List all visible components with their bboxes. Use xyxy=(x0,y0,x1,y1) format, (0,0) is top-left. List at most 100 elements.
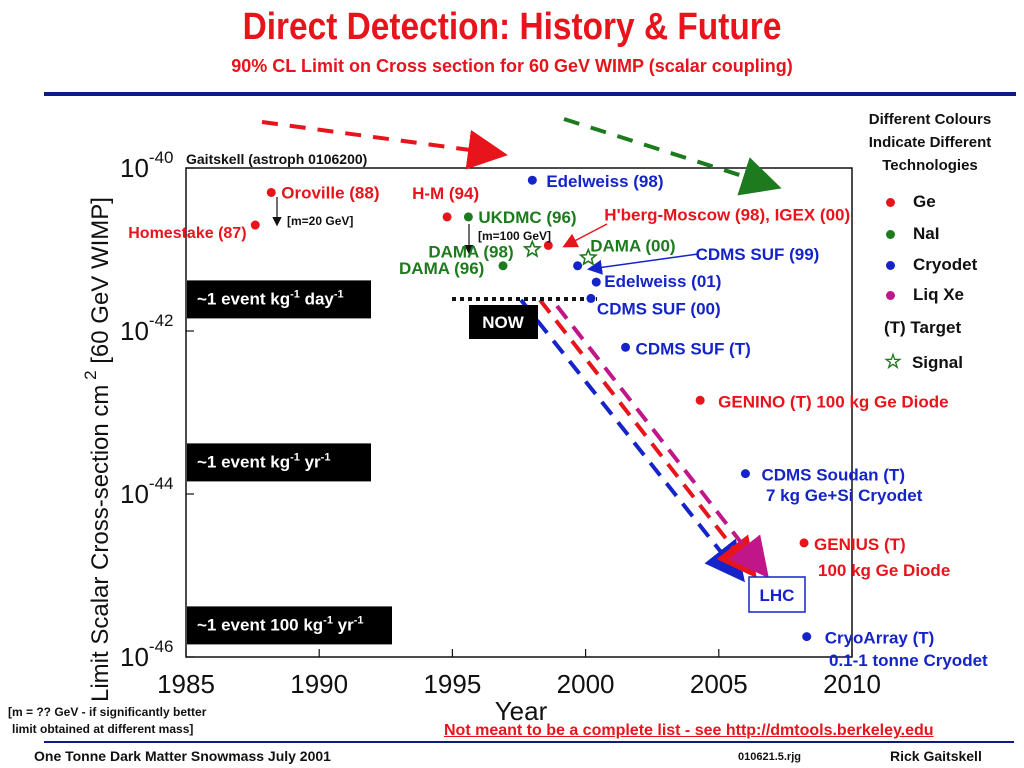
event-rate-label: ~1 event 100 kg-1 yr-1 xyxy=(197,614,364,634)
legend-heading-line: Technologies xyxy=(882,157,978,174)
data-point xyxy=(695,395,705,405)
star-icon: ☆ xyxy=(884,351,902,373)
point-label: Edelweiss (01) xyxy=(604,272,721,291)
point-label: Oroville (88) xyxy=(281,183,379,202)
legend-heading: Different Colours Indicate Different Tec… xyxy=(845,108,1015,177)
y-tick-label: 10-40 xyxy=(120,148,174,183)
y-axis-label: Limit Scalar Cross-section cm 2 [60 GeV … xyxy=(81,197,114,702)
footer-right: Rick Gaitskell xyxy=(890,748,982,764)
event-rate-box xyxy=(187,606,392,645)
point-label: CDMS Soudan (T) xyxy=(761,466,905,485)
point-label: DAMA (00) xyxy=(590,237,675,256)
legend-label: Liq Xe xyxy=(913,285,965,304)
data-point xyxy=(463,212,473,222)
legend-item-cryodet: Cryodet xyxy=(886,255,977,275)
projection-arrow-red xyxy=(538,298,757,579)
x-tick-label: 1995 xyxy=(423,669,481,699)
footer-code: 010621.5.rjg xyxy=(738,751,801,763)
legend-target: (T) Target xyxy=(884,318,962,337)
event-rate-label: ~1 event kg-1 day-1 xyxy=(197,288,344,308)
liqxe-dot xyxy=(886,291,895,301)
point-label: CryoArray (T) xyxy=(825,629,935,648)
mass-note: [m=100 GeV] xyxy=(478,229,551,243)
point-label: GENINO (T) 100 kg Ge Diode xyxy=(718,392,949,411)
footnote-line: limit obtained at different mass] xyxy=(12,722,194,736)
point-label: DAMA (98) xyxy=(428,243,513,262)
trend-arrow-red xyxy=(261,120,508,170)
legend-label: Signal xyxy=(911,353,963,372)
point-label: DAMA (96) xyxy=(399,259,484,278)
y-tick-label: 10-44 xyxy=(120,474,174,509)
x-tick-label: 2000 xyxy=(557,669,615,699)
point-label: CDMS SUF (00) xyxy=(597,299,721,318)
data-point xyxy=(498,261,508,271)
x-tick-label: 2005 xyxy=(690,669,748,699)
point-label: H'berg-Moscow (98), IGEX (00) xyxy=(604,205,850,224)
data-point xyxy=(802,632,812,642)
legend-heading-line: Different Colours xyxy=(868,111,992,128)
point-label: UKDMC (96) xyxy=(478,208,576,227)
plot-frame xyxy=(185,167,853,658)
page-title: Direct Detection: History & Future xyxy=(242,6,782,48)
x-tick-label: 1985 xyxy=(157,669,215,699)
point-label: Homestake (87) xyxy=(128,225,246,242)
data-point xyxy=(740,469,750,479)
legend-label: Cryodet xyxy=(913,255,978,274)
cryodet-dot xyxy=(886,261,895,271)
data-point xyxy=(621,342,631,352)
now-label: NOW xyxy=(482,313,525,332)
data-point xyxy=(799,538,809,548)
event-rate-box xyxy=(187,443,371,482)
ge-dot xyxy=(886,198,895,208)
data-point xyxy=(442,212,452,222)
source-note: Gaitskell (astroph 0106200) xyxy=(186,151,367,167)
point-label: GENIUS (T) xyxy=(814,535,906,554)
footnote-line: [m = ?? GeV - if significantly better xyxy=(8,705,207,719)
title-divider xyxy=(44,92,1016,96)
y-tick-label: 10-42 xyxy=(120,311,174,346)
mass-note: [m=20 GeV] xyxy=(287,214,353,228)
point-label: CDMS SUF (99) xyxy=(696,245,820,264)
x-axis-label: Year xyxy=(495,696,548,726)
cdms-pointer xyxy=(587,253,699,275)
footer-divider xyxy=(44,741,1014,743)
lhc-box xyxy=(748,576,806,613)
legend-label: Ge xyxy=(913,192,936,211)
projection-arrow-blue xyxy=(519,298,745,583)
projection-arrow-magenta xyxy=(555,304,769,579)
point-sublabel: 100 kg Ge Diode xyxy=(818,561,950,580)
legend-signal: ☆ Signal xyxy=(884,349,963,374)
signal-star-marker xyxy=(578,247,598,266)
nai-dot xyxy=(886,230,895,240)
data-point xyxy=(573,261,583,271)
legend-label: NaI xyxy=(913,224,940,243)
point-sublabel: 0.1-1 tonne Cryodet xyxy=(829,651,988,670)
signal-star-marker xyxy=(522,239,542,258)
legend-item-nai: NaI xyxy=(886,224,939,244)
hberg-pointer xyxy=(562,223,608,248)
data-point xyxy=(591,277,601,287)
lhc-label: LHC xyxy=(760,586,795,605)
x-tick-label: 1990 xyxy=(290,669,348,699)
footer-left: One Tonne Dark Matter Snowmass July 2001 xyxy=(34,748,331,764)
data-point xyxy=(586,293,596,303)
data-point xyxy=(266,187,276,197)
y-tick-label: 10-46 xyxy=(120,637,174,672)
legend-heading-line: Indicate Different xyxy=(868,134,992,151)
legend-item-liqxe: Liq Xe xyxy=(886,285,964,305)
page-subtitle: 90% CL Limit on Cross section for 60 GeV… xyxy=(231,56,793,76)
trend-arrow-green xyxy=(563,117,782,196)
legend-item-ge: Ge xyxy=(886,192,936,212)
data-point xyxy=(527,175,537,185)
disclaimer-link[interactable]: Not meant to be a complete list - see ht… xyxy=(444,722,934,739)
mass-footnote: [m = ?? GeV - if significantly better li… xyxy=(8,704,206,738)
now-box xyxy=(469,305,538,339)
x-tick-label: 2010 xyxy=(823,669,881,699)
data-point xyxy=(543,240,553,250)
point-label: Edelweiss (98) xyxy=(546,172,663,191)
point-label: H-M (94) xyxy=(412,184,479,203)
event-rate-label: ~1 event kg-1 yr-1 xyxy=(197,451,330,471)
point-label: CDMS SUF (T) xyxy=(636,339,751,358)
point-sublabel: 7 kg Ge+Si Cryodet xyxy=(766,486,923,505)
